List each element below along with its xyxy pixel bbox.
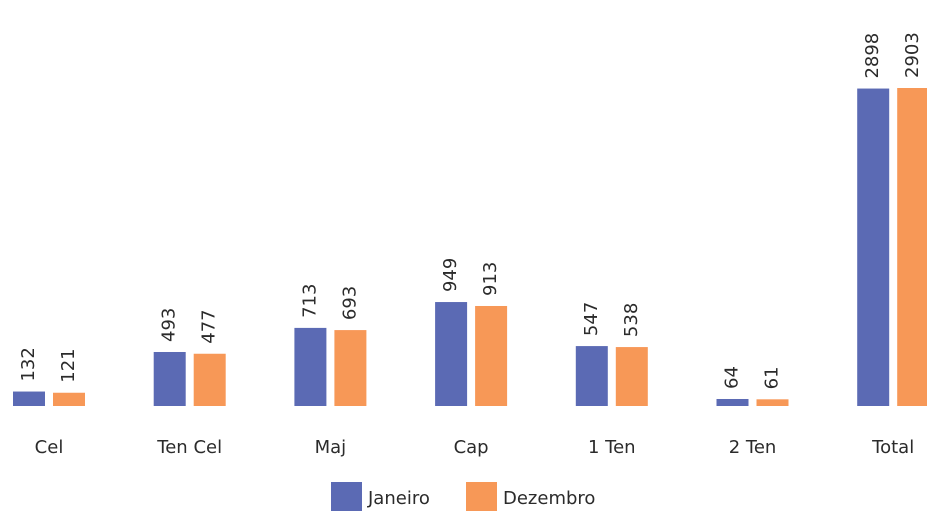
bar (294, 327, 327, 406)
data-label: 121 (58, 348, 79, 382)
data-label: 949 (440, 258, 461, 292)
data-label: 538 (621, 303, 642, 337)
bar (716, 398, 749, 406)
x-tick-label: Cap (454, 437, 489, 458)
x-tick-label: 2 Ten (729, 437, 777, 458)
data-label: 132 (18, 347, 39, 381)
data-label: 693 (339, 286, 360, 320)
bar (857, 88, 890, 407)
legend-swatch (466, 482, 497, 511)
legend-label: Dezembro (503, 488, 595, 509)
bar (435, 302, 468, 406)
data-label: 61 (762, 366, 783, 389)
data-label: 477 (199, 309, 220, 343)
legend-label: Janeiro (367, 488, 430, 509)
bar (897, 88, 927, 406)
x-tick-label: Total (871, 437, 914, 458)
bar (334, 330, 367, 406)
bar (575, 346, 608, 406)
bar (475, 305, 508, 406)
legend-swatch (331, 482, 362, 511)
data-label: 2903 (902, 32, 923, 78)
data-label: 547 (581, 302, 602, 336)
data-label: 493 (159, 308, 180, 342)
x-tick-label: Cel (35, 437, 64, 458)
x-tick-label: Ten Cel (156, 437, 222, 458)
data-label: 713 (299, 284, 320, 318)
x-tick-label: Maj (315, 437, 347, 458)
data-label: 64 (722, 366, 743, 389)
bar (53, 392, 85, 406)
x-tick-label: 1 Ten (588, 437, 636, 458)
bar (153, 351, 186, 406)
bar (615, 347, 648, 406)
data-label: 913 (480, 262, 501, 296)
bar (756, 399, 789, 406)
data-label: 2898 (862, 33, 883, 79)
bar (193, 353, 226, 406)
bar (13, 391, 45, 406)
